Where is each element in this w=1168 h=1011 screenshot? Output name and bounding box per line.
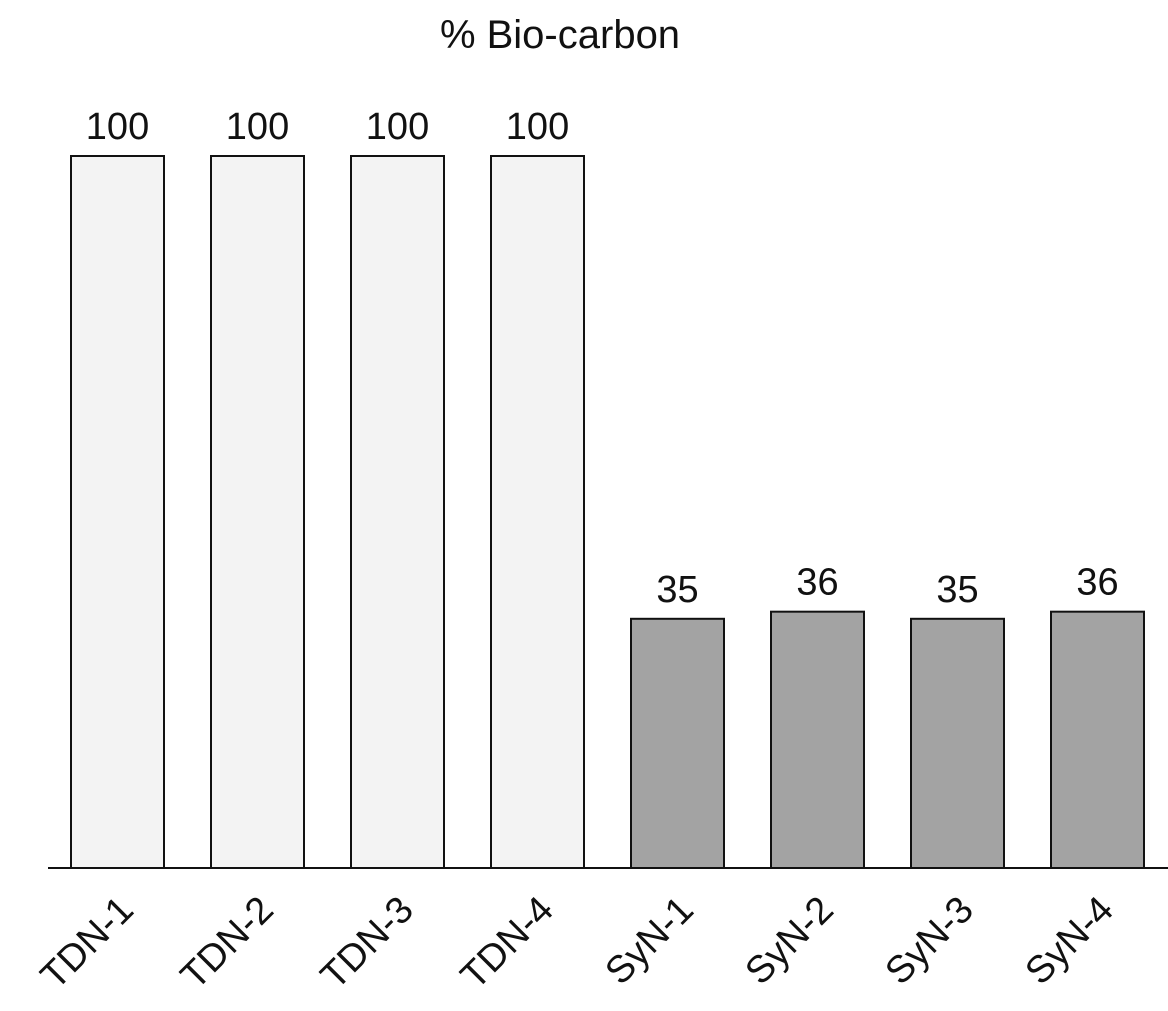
x-tick-labels: TDN-1 TDN-2 TDN-3 TDN-4 SyN-1 SyN-2 SyN-3 SyN-4 — [33, 889, 1122, 998]
x-tick-label-tdn-2: TDN-2 — [173, 889, 282, 998]
x-tick-label-tdn-4: TDN-4 — [453, 889, 562, 998]
chart-title: % Bio-carbon — [440, 13, 680, 57]
value-label-tdn-4: 100 — [506, 106, 569, 148]
value-label-syn-4: 36 — [1076, 562, 1118, 604]
bar-tdn-3 — [350, 155, 445, 869]
x-tick-label-syn-4: SyN-4 — [1018, 889, 1122, 993]
bar-tdn-2 — [210, 155, 305, 869]
value-label-syn-1: 35 — [656, 569, 698, 611]
x-tick-label-tdn-3: TDN-3 — [313, 889, 422, 998]
bar-syn-2 — [770, 610, 865, 869]
x-tick-label-tdn-1: TDN-1 — [33, 889, 142, 998]
bar-syn-3 — [910, 617, 1005, 869]
value-label-tdn-2: 100 — [226, 106, 289, 148]
bar-tdn-4 — [490, 155, 585, 869]
value-label-tdn-1: 100 — [86, 106, 149, 148]
value-labels-layer: 100 100 100 100 35 36 35 36 — [86, 106, 1119, 611]
bar-tdn-1 — [70, 155, 165, 869]
x-tick-label-syn-3: SyN-3 — [878, 889, 982, 993]
x-tick-label-syn-1: SyN-1 — [598, 889, 702, 993]
x-tick-label-syn-2: SyN-2 — [738, 889, 842, 993]
bar-syn-1 — [630, 617, 725, 869]
value-label-syn-3: 35 — [936, 569, 978, 611]
bars-layer — [70, 155, 1145, 869]
value-label-tdn-3: 100 — [366, 106, 429, 148]
bar-syn-4 — [1050, 610, 1145, 869]
value-label-syn-2: 36 — [796, 562, 838, 604]
